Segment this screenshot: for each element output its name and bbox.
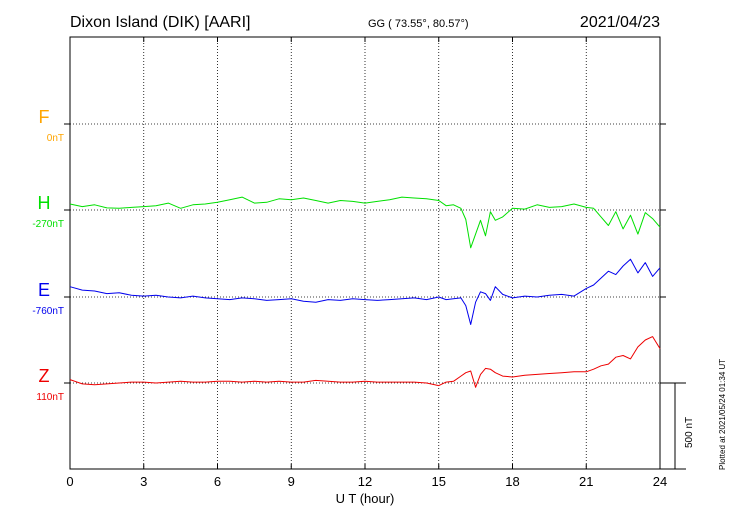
component-baseline-e: -760nT — [32, 306, 64, 317]
series-line-e — [69, 258, 661, 325]
component-letter-z: Z — [39, 366, 50, 386]
component-letter-e: E — [38, 280, 50, 300]
x-tick-label: 0 — [66, 474, 73, 489]
component-baseline-h: -270nT — [32, 219, 64, 230]
scale-bar-label: 500 nT — [684, 417, 695, 448]
component-letter-f: F — [39, 107, 50, 127]
x-tick-label: 15 — [432, 474, 446, 489]
x-tick-label: 9 — [288, 474, 295, 489]
date-label: 2021/04/23 — [580, 14, 660, 31]
x-tick-label: 21 — [579, 474, 593, 489]
component-labels: F 0nT H -270nT E -760nT Z 110nT — [32, 107, 64, 403]
scale-bar: 500 nT — [660, 382, 695, 470]
series-group — [69, 196, 661, 388]
x-tick-label: 12 — [358, 474, 372, 489]
component-letter-h: H — [38, 193, 51, 213]
grid — [64, 37, 666, 469]
plotted-at-note: Plotted at 2021/05/24 01:34 UT — [718, 359, 727, 470]
component-baseline-z: 110nT — [36, 392, 64, 403]
x-tick-label: 24 — [653, 474, 667, 489]
x-axis-ticks: 0 3 6 9 12 15 18 21 24 — [66, 474, 667, 489]
station-title: Dixon Island (DIK) [AARI] — [70, 14, 251, 31]
x-axis-label: U T (hour) — [336, 491, 395, 506]
component-baseline-f: 0nT — [47, 133, 64, 144]
series-line-z — [69, 336, 661, 388]
plot-frame — [69, 36, 661, 470]
x-tick-label: 3 — [140, 474, 147, 489]
x-tick-label: 6 — [214, 474, 221, 489]
x-tick-label: 18 — [505, 474, 519, 489]
series-line-h — [69, 196, 661, 249]
coords-label: GG ( 73.55°, 80.57°) — [368, 18, 469, 30]
